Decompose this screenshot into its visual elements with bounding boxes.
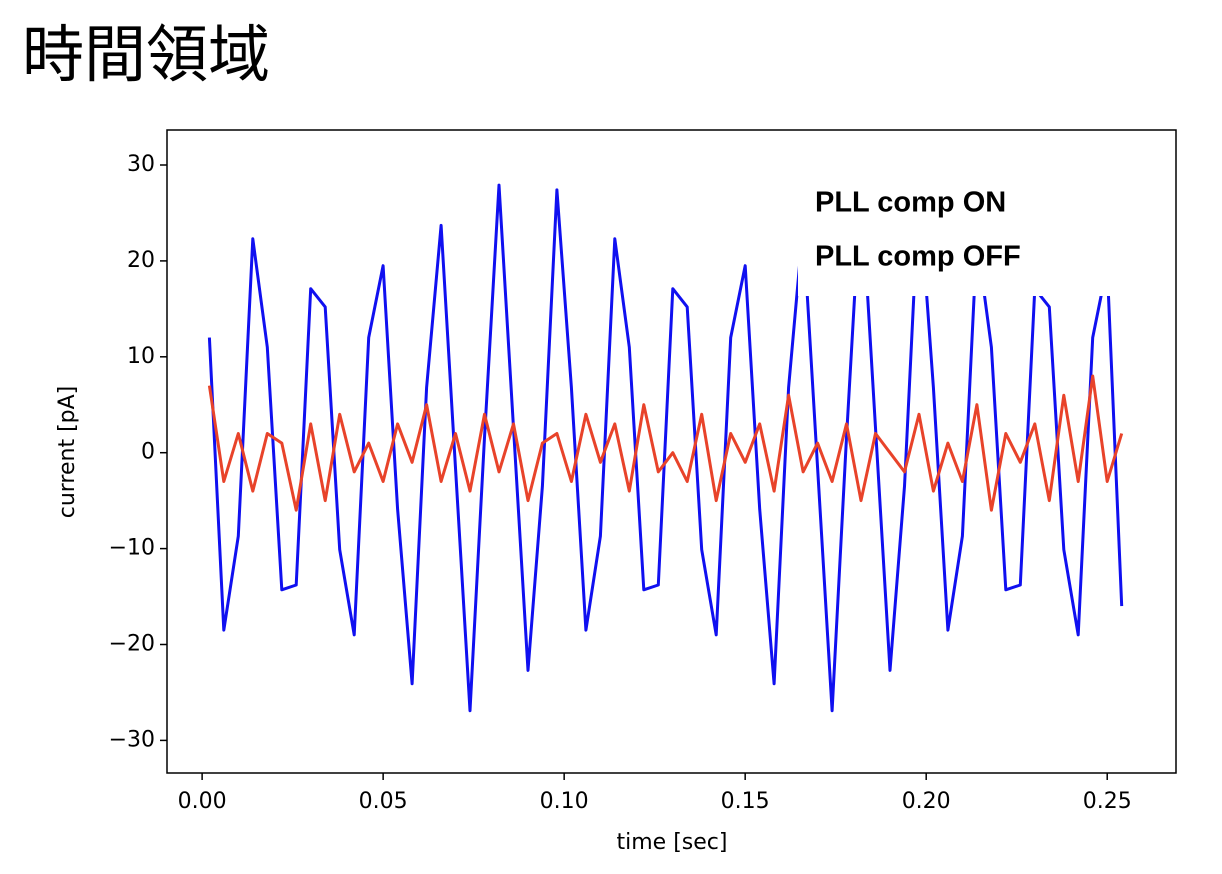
y-tick-label: 0 xyxy=(141,440,155,465)
axes-frame xyxy=(166,129,1177,774)
y-tick-label: 20 xyxy=(127,248,155,273)
data-line xyxy=(207,374,1124,512)
x-tick-label: 0.10 xyxy=(540,789,589,814)
data-line xyxy=(207,183,1124,713)
x-tick-label: 0.15 xyxy=(721,789,770,814)
x-tick-label: 0.25 xyxy=(1083,789,1132,814)
y-tick-label: −20 xyxy=(109,631,155,656)
x-axis-label: time [sec] xyxy=(617,830,728,855)
x-tick-label: 0.20 xyxy=(902,789,951,814)
legend-box xyxy=(798,168,1125,296)
legend-entry: PLL comp OFF xyxy=(815,241,1021,273)
y-axis-label: current [pA] xyxy=(55,386,80,519)
y-tick-label: −10 xyxy=(109,536,155,561)
legend-entry: PLL comp ON xyxy=(815,187,1006,219)
slide-title: 時間領域 xyxy=(22,18,270,91)
y-tick-label: 10 xyxy=(127,344,155,369)
y-tick-label: 30 xyxy=(127,152,155,177)
x-tick-label: 0.05 xyxy=(359,789,408,814)
y-tick-label: −30 xyxy=(109,727,155,752)
x-tick-label: 0.00 xyxy=(178,789,227,814)
